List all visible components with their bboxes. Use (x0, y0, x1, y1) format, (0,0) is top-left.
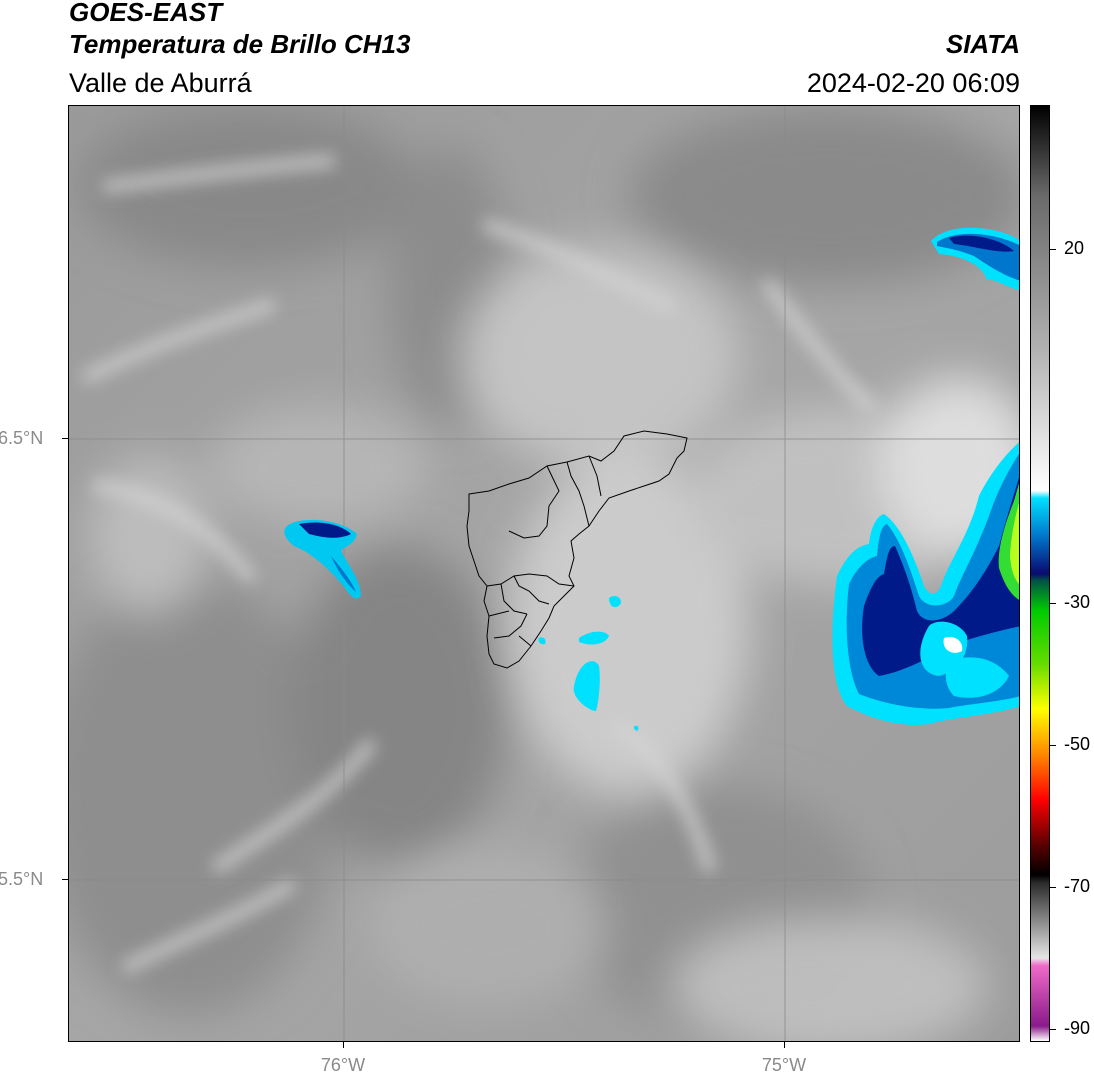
colorbar-tick-minus70 (1050, 887, 1056, 888)
colorbar-label-minus70: -70 (1064, 876, 1091, 896)
cold-cloud-upper-right (931, 227, 1019, 291)
cold-cloud-patches (538, 595, 639, 731)
cloud-streaks (82, 154, 876, 973)
map-canvas (69, 106, 1019, 1041)
satellite-title: GOES-EAST (69, 0, 223, 27)
colorbar-tick-20 (1050, 249, 1056, 250)
colorbar-label-minus90: -90 (1064, 1018, 1091, 1038)
product-title: Temperatura de Brillo CH13 (69, 29, 411, 59)
lat-tick-6-5n (62, 438, 68, 439)
lon-label-76w: 76°W (320, 1055, 366, 1075)
colorbar-tick-minus30 (1050, 603, 1056, 604)
organization-label: SIATA (945, 29, 1020, 59)
cold-cloud-west (284, 519, 361, 599)
lat-label-5-5n: 5.5°N (0, 869, 44, 889)
temperature-colorbar (1030, 105, 1050, 1042)
colorbar-label-minus30: -30 (1064, 592, 1091, 612)
colorbar-label-minus50: -50 (1064, 734, 1091, 754)
region-subtitle: Valle de Aburrá (69, 68, 252, 98)
colorbar-label-20: 20 (1064, 238, 1085, 258)
satellite-map[interactable] (68, 105, 1020, 1042)
timestamp-label: 2024-02-20 06:09 (806, 68, 1020, 98)
colorbar-tick-minus90 (1050, 1029, 1056, 1030)
lat-tick-5-5n (62, 879, 68, 880)
lon-tick-76w (343, 1042, 344, 1048)
valle-de-aburra-boundaries (466, 430, 688, 669)
cold-cloud-east-system (832, 442, 1019, 725)
lon-tick-75w (784, 1042, 785, 1048)
lon-label-75w: 75°W (761, 1055, 807, 1075)
lat-label-6-5n: 6.5°N (0, 428, 44, 448)
colorbar-tick-minus50 (1050, 745, 1056, 746)
